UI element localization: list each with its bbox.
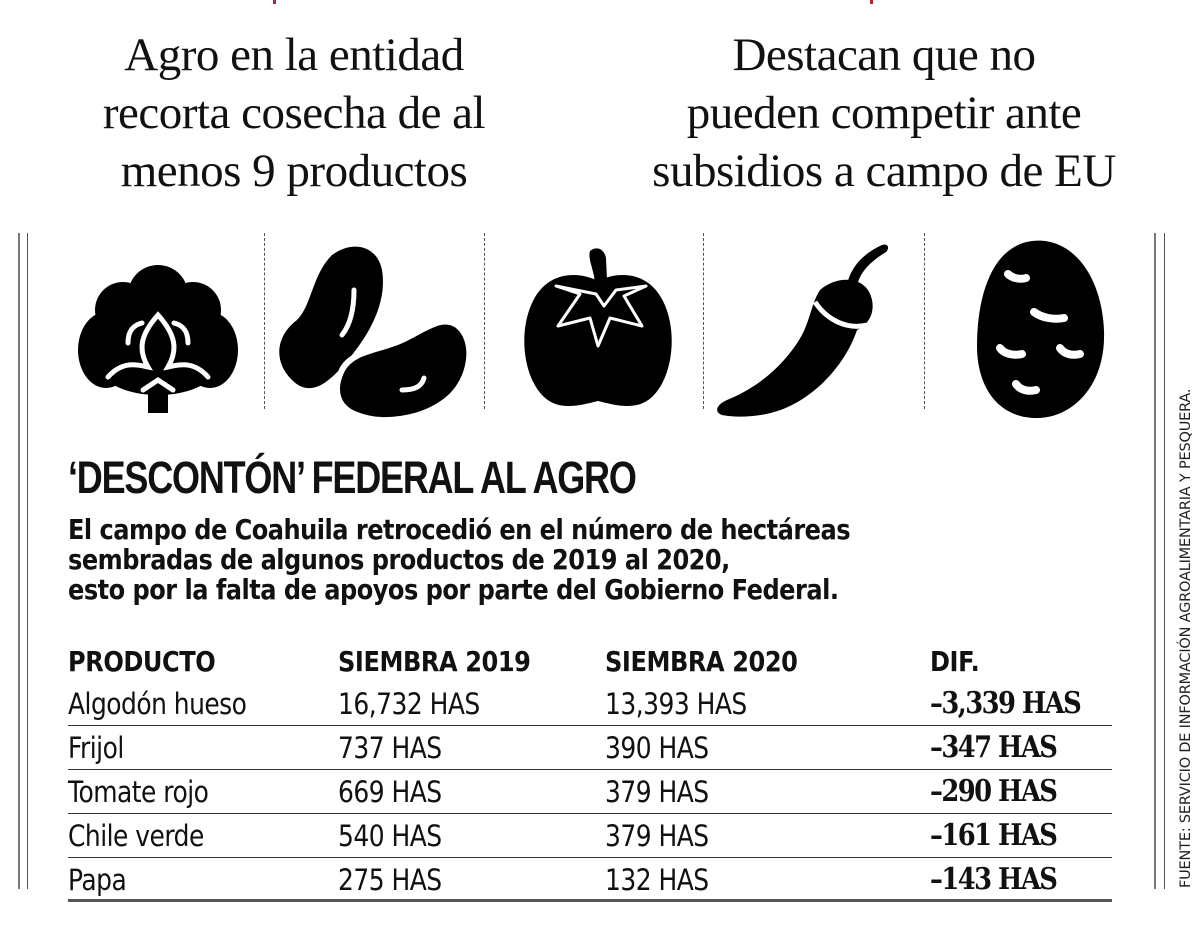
header-producto: PRODUCTO [68, 645, 216, 678]
table-row: Tomate rojo 669 HAS 379 HAS –290 HAS [68, 770, 1112, 814]
cell-dif: –161 HAS [930, 818, 1058, 853]
cell-siembra-2019: 16,732 HAS [338, 687, 480, 721]
header-siembra-2020: SIEMBRA 2020 [605, 645, 798, 678]
cotton-icon [78, 265, 238, 413]
frame-line-right-outer [1154, 233, 1156, 889]
cell-dif: –290 HAS [930, 774, 1058, 809]
source-credit: FUENTE: SERVICIO DE INFORMACIÓN AGROALIM… [1178, 388, 1194, 888]
table-row: Papa 275 HAS 132 HAS –143 HAS [68, 858, 1112, 902]
headline-right-line: pueden competir ante [686, 87, 1082, 139]
chili-pepper-icon [717, 244, 889, 417]
lede-line: El campo de Coahuila retrocedió en el nú… [68, 513, 851, 546]
headline-right-line: subsidios a campo de EU [652, 145, 1116, 197]
header-siembra-2019: SIEMBRA 2019 [338, 645, 531, 678]
cell-siembra-2019: 669 HAS [338, 775, 442, 809]
icon-separator [484, 233, 485, 409]
cell-producto: Frijol [68, 731, 124, 765]
frame-line-left-outer [18, 233, 20, 889]
infographic-title: ‘DESCONTÓN’ FEDERAL AL AGRO [68, 452, 637, 503]
icon-separator [924, 233, 925, 409]
table-row: Frijol 737 HAS 390 HAS –347 HAS [68, 726, 1112, 770]
cell-dif: –143 HAS [930, 862, 1058, 897]
headline-right: Destacan que no pueden competir ante sub… [604, 26, 1164, 200]
headline-left-line: recorta cosecha de al [102, 87, 486, 139]
cell-producto: Chile verde [68, 819, 204, 853]
cell-siembra-2020: 13,393 HAS [605, 687, 747, 721]
frame-line-left-inner [27, 233, 28, 889]
icon-separator [264, 233, 265, 409]
cell-dif: –3,339 HAS [930, 686, 1082, 721]
cell-producto: Algodón hueso [68, 687, 247, 721]
cell-siembra-2019: 275 HAS [338, 863, 442, 897]
cell-siembra-2019: 737 HAS [338, 731, 442, 765]
potato-icon [977, 240, 1105, 418]
headline-left: Agro en la entidad recorta cosecha de al… [14, 26, 574, 200]
cell-producto: Papa [68, 863, 127, 897]
hectares-table: PRODUCTO SIEMBRA 2019 SIEMBRA 2020 DIF. … [68, 642, 1112, 902]
cell-siembra-2019: 540 HAS [338, 819, 442, 853]
infographic-lede: El campo de Coahuila retrocedió en el nú… [68, 513, 851, 606]
cell-siembra-2020: 132 HAS [605, 863, 709, 897]
cell-siembra-2020: 379 HAS [605, 775, 709, 809]
lede-line: esto por la falta de apoyos por parte de… [68, 573, 839, 606]
accent-mark-right [870, 0, 873, 4]
accent-mark-left [273, 0, 276, 4]
headline-left-line: Agro en la entidad [124, 29, 464, 81]
cell-siembra-2020: 379 HAS [605, 819, 709, 853]
headline-left-line: menos 9 productos [120, 145, 468, 197]
lede-line: sembradas de algunos productos de 2019 a… [68, 543, 730, 576]
frame-line-right-inner [1164, 233, 1165, 889]
cell-producto: Tomate rojo [68, 775, 209, 809]
cell-dif: –347 HAS [930, 730, 1058, 765]
bean-icon [279, 246, 473, 420]
table-row: Chile verde 540 HAS 379 HAS –161 HAS [68, 814, 1112, 858]
header-dif: DIF. [930, 645, 980, 678]
tomato-icon [524, 248, 672, 406]
headline-right-line: Destacan que no [732, 29, 1036, 81]
cell-siembra-2020: 390 HAS [605, 731, 709, 765]
table-header-row: PRODUCTO SIEMBRA 2019 SIEMBRA 2020 DIF. [68, 642, 1112, 682]
icon-separator [703, 233, 704, 409]
table-row: Algodón hueso 16,732 HAS 13,393 HAS –3,3… [68, 682, 1112, 726]
